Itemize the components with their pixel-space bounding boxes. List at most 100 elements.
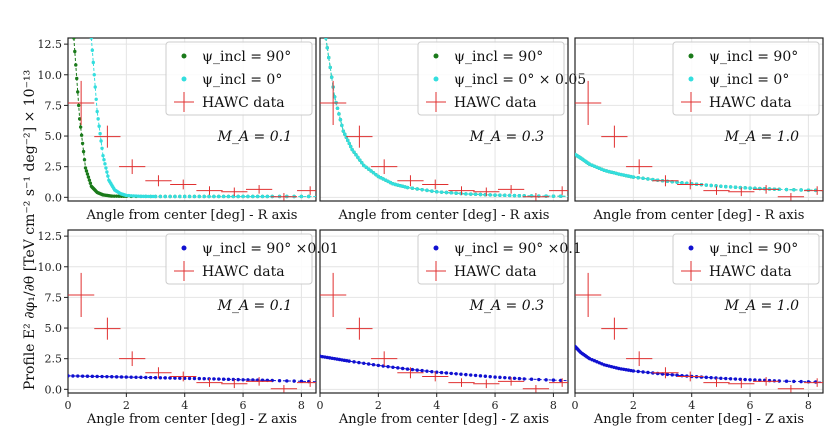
plot-frame [574, 37, 824, 202]
series-point [207, 194, 211, 199]
series-point [178, 376, 182, 380]
series-point [337, 112, 341, 116]
series-point [646, 370, 650, 375]
y-tick-label: 0.0 [45, 191, 63, 204]
plot-frame [319, 37, 569, 202]
x-tick-label: 2 [630, 399, 637, 412]
annotation: M_A = 0.3 [469, 129, 544, 145]
series-point [544, 378, 548, 382]
y-tick-label: 0.0 [45, 383, 63, 396]
series-point [371, 363, 376, 367]
series-point [449, 191, 453, 195]
series-point [168, 376, 172, 380]
series-point [90, 48, 95, 52]
legend-marker [181, 76, 187, 82]
x-tick-label: 2 [375, 399, 382, 412]
series-point [366, 362, 371, 366]
legend-label: HAWC data [709, 264, 792, 280]
legend-label: ψ_incl = 90° [454, 49, 543, 65]
series-point [503, 375, 507, 380]
series-point [187, 376, 192, 381]
series-point [356, 155, 360, 160]
series-point [73, 49, 77, 54]
x-axis-label: Angle from center [deg] - R axis [86, 208, 298, 223]
series-point [221, 377, 226, 381]
series-point [95, 374, 99, 379]
x-tick-label: 6 [492, 399, 499, 412]
series-point [153, 194, 158, 199]
series-point [551, 378, 556, 382]
series-point [202, 377, 206, 381]
series-point [85, 374, 90, 378]
x-tick-label: 8 [550, 399, 557, 412]
series-point [704, 183, 708, 187]
series-point [420, 368, 424, 373]
series-point [144, 375, 148, 380]
legend-label: HAWC data [454, 264, 537, 280]
series-point [469, 192, 473, 196]
series-point [753, 378, 757, 382]
series-point [464, 192, 468, 196]
series-point [784, 379, 789, 383]
series-point [346, 138, 350, 143]
series-point [646, 177, 650, 181]
series-point [517, 376, 522, 381]
series-point [197, 194, 201, 199]
series-point [415, 187, 419, 191]
series-point [655, 178, 660, 182]
series-point [374, 172, 378, 177]
series-point [665, 372, 670, 377]
legend-label: ψ_incl = 0° [202, 72, 282, 88]
series-point [265, 194, 270, 199]
series-point [636, 176, 640, 180]
series-point [94, 97, 98, 101]
series-point [352, 360, 356, 364]
series-point [386, 364, 390, 369]
series-point [405, 367, 410, 371]
series-point [75, 76, 79, 81]
series-point [473, 373, 478, 378]
series-point [91, 60, 95, 65]
series-point [168, 194, 172, 199]
series-point [202, 194, 206, 199]
series-point [187, 194, 192, 199]
series-point [444, 371, 449, 375]
series-point [192, 376, 197, 381]
legend-box [417, 233, 565, 285]
series-point [90, 374, 95, 379]
series-point [559, 378, 563, 383]
series-point [105, 374, 109, 379]
series-point [77, 117, 82, 121]
series-point [364, 165, 368, 169]
legend-label: ψ_incl = 0° × 0.05 [454, 72, 586, 88]
series-point [299, 194, 304, 199]
plot-area [575, 272, 823, 393]
series-point [86, 175, 91, 179]
x-tick-label: 8 [298, 399, 305, 412]
legend-label: ψ_incl = 90° ×0.01 [202, 241, 339, 257]
legend-marker [433, 53, 439, 59]
series-point [134, 375, 138, 379]
x-tick-label: 8 [805, 399, 812, 412]
series-point [144, 194, 148, 199]
series-point [148, 375, 153, 380]
series-point [163, 194, 167, 199]
plot-frame [67, 37, 317, 202]
series-point [81, 149, 86, 154]
legend-box [165, 233, 313, 285]
series-point [680, 181, 684, 185]
series-point [641, 370, 645, 374]
series-point [226, 377, 231, 382]
series-point [158, 376, 163, 380]
series-point [719, 376, 723, 380]
series-point [352, 150, 356, 154]
series-point [236, 377, 240, 382]
series-point [551, 194, 556, 198]
series-point [724, 376, 728, 381]
series-point [469, 373, 473, 377]
legend-box [417, 41, 565, 116]
series-point [76, 374, 80, 378]
series-point [347, 141, 351, 146]
series-point [124, 375, 129, 379]
